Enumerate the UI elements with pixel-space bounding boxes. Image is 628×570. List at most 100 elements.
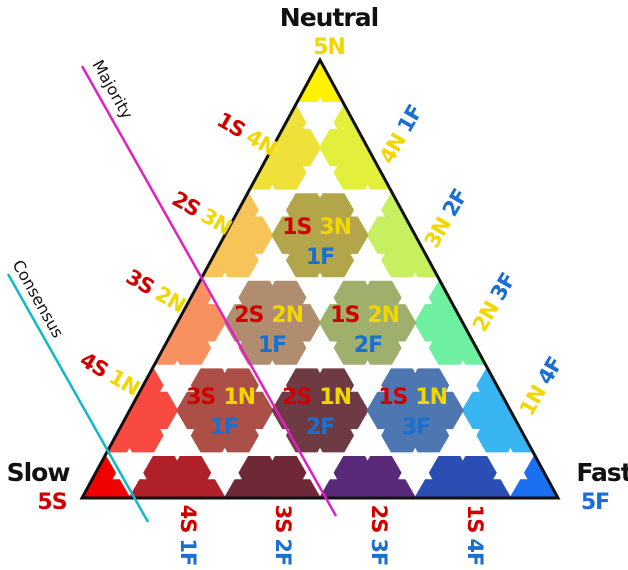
right-label-neutral: 2N	[468, 298, 504, 336]
grid-hole	[302, 447, 338, 480]
grid-hole	[255, 185, 290, 217]
right-label-fast: 2F	[438, 185, 472, 220]
inner-cell	[366, 368, 464, 453]
grid-hole	[302, 166, 338, 198]
holes-layer	[112, 97, 528, 480]
slow-code: 5S	[37, 490, 66, 515]
grid-hole	[160, 429, 195, 461]
bottom-label: 1S4F	[463, 505, 487, 566]
bottom-label-fast: 2F	[271, 538, 295, 565]
grid-hole	[207, 341, 242, 373]
edge-cell	[128, 456, 226, 498]
inner-cell-label: 1S 3N 1F	[282, 215, 358, 270]
right-label: 2N3F	[468, 269, 520, 336]
grid-hole	[350, 185, 385, 217]
inner-slow: 1S	[330, 303, 359, 328]
left-label-slow: 3S	[122, 265, 158, 300]
grid-hole	[350, 360, 385, 392]
inner-cell-label: 1S 1N 3F	[378, 385, 454, 440]
edge-cell	[319, 456, 417, 498]
inner-fast: 2F	[354, 333, 382, 358]
inner-slow: 2S	[282, 385, 311, 410]
slow-title: Slow	[7, 458, 71, 487]
bottom-label: 3S2F	[271, 505, 295, 566]
grid-hole	[207, 272, 242, 305]
inner-cell	[271, 193, 369, 278]
bottom-label-slow: 1S	[463, 505, 487, 533]
grid-hole	[398, 447, 433, 480]
fast-title: Fast	[576, 458, 628, 487]
inner-fast: 1F	[210, 415, 238, 440]
inner-fast: 1F	[258, 333, 286, 358]
grid-hole	[445, 429, 480, 461]
right-label-fast: 4F	[533, 353, 567, 388]
inner-cell	[319, 280, 417, 365]
grid-hole	[350, 429, 385, 461]
grid-hole	[160, 360, 195, 392]
inner-neutral: 3N	[319, 215, 351, 240]
grid-hole	[112, 447, 147, 480]
inner-slow: 2S	[234, 303, 263, 328]
left-label-slow: 4S	[76, 348, 112, 383]
inner-fast: 3F	[402, 415, 430, 440]
left-label-slow: 1S	[213, 108, 249, 143]
fast-code: 5F	[581, 490, 609, 515]
inner-neutral: 1N	[319, 385, 351, 410]
inner-cell-label: 2S 2N 1F	[234, 303, 310, 358]
grid-hole	[302, 272, 338, 305]
bottom-label-slow: 4S	[176, 505, 200, 533]
neutral-code: 5N	[313, 35, 345, 60]
inner-cell	[176, 368, 274, 453]
inner-cell-label: 2S 1N 2F	[282, 385, 358, 440]
right-label: 3N2F	[420, 185, 472, 252]
consensus-line	[6, 273, 150, 523]
bottom-edge-labels: 4S1F 3S2F 2S3F 1S4F	[176, 505, 487, 566]
right-label-fast: 3F	[486, 269, 520, 304]
grid-hole	[350, 253, 385, 286]
neutral-title: Neutral	[280, 3, 378, 32]
bottom-label-slow: 2S	[367, 505, 391, 533]
bottom-label: 2S3F	[367, 505, 391, 566]
grid-hole	[302, 97, 338, 129]
grid-hole	[207, 447, 242, 480]
inner-cell-label: 3S 1N 1F	[186, 385, 262, 440]
inner-slow: 3S	[186, 385, 215, 410]
inner-fast: 2F	[306, 415, 334, 440]
inner-fast: 1F	[306, 245, 334, 270]
inner-neutral: 1N	[415, 385, 447, 410]
grid-hole	[398, 341, 433, 373]
grid-hole	[255, 360, 290, 392]
inner-neutral: 2N	[271, 303, 303, 328]
left-label-slow: 2S	[168, 187, 204, 222]
bottom-label-slow: 3S	[271, 505, 295, 533]
inner-neutral: 2N	[367, 303, 399, 328]
grid-hole	[255, 253, 290, 286]
inner-cell-label: 1S 2N 2F	[330, 303, 406, 358]
inner-cell	[271, 368, 369, 453]
grid-hole	[398, 272, 433, 305]
left-label: 4S1N	[76, 348, 143, 401]
right-label: 4N1F	[375, 101, 427, 168]
grid-hole	[255, 429, 290, 461]
inner-neutral: 1N	[223, 385, 255, 410]
right-label-fast: 1F	[393, 101, 427, 136]
edge-cell	[414, 456, 512, 498]
inner-slow: 1S	[282, 215, 311, 240]
left-label: 2S3N	[168, 187, 235, 240]
edge-cell	[82, 456, 131, 498]
majority-line	[80, 65, 338, 517]
bottom-label: 4S1F	[176, 505, 200, 566]
inner-cell	[223, 280, 321, 365]
right-label-neutral: 4N	[375, 130, 411, 168]
bottom-label-fast: 1F	[176, 538, 200, 565]
bottom-label-fast: 3F	[367, 538, 391, 565]
edge-cell	[509, 456, 558, 498]
right-label-neutral: 1N	[515, 382, 551, 420]
inner-slow: 1S	[378, 385, 407, 410]
left-label: 3S2N	[122, 265, 189, 318]
grid-hole	[493, 447, 528, 480]
left-label: 1S4N	[213, 108, 280, 161]
grid-hole	[445, 360, 480, 392]
